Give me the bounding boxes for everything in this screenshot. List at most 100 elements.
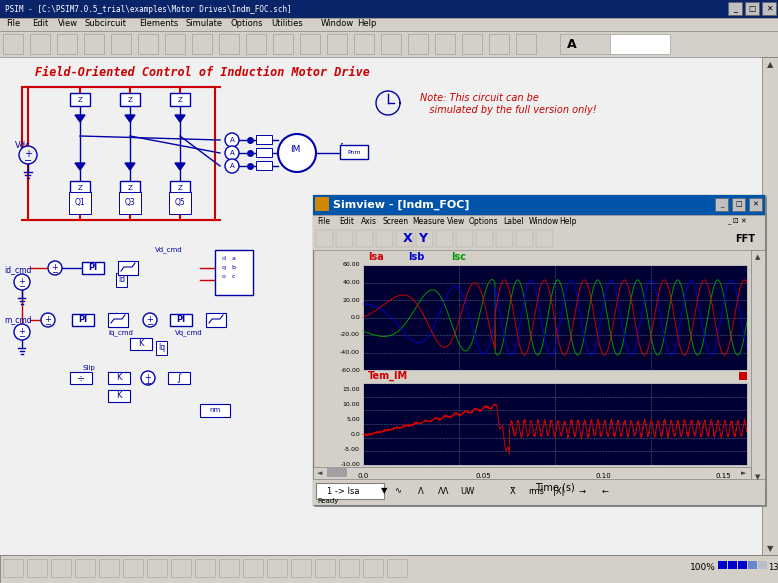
Text: -40.00: -40.00: [340, 350, 360, 355]
Text: ←: ←: [601, 486, 608, 496]
Text: Simulate: Simulate: [185, 19, 223, 29]
Bar: [75, 559, 95, 577]
Bar: [219, 559, 239, 577]
Text: Y: Y: [418, 233, 427, 245]
Text: K: K: [138, 339, 144, 349]
Text: Q3: Q3: [124, 198, 135, 208]
Text: A: A: [230, 137, 234, 143]
Bar: [111, 34, 131, 54]
Bar: [27, 559, 47, 577]
Bar: [206, 313, 226, 327]
Bar: [313, 195, 765, 215]
Text: FFT: FFT: [735, 234, 755, 244]
Bar: [70, 93, 90, 106]
Bar: [267, 559, 287, 577]
Bar: [315, 197, 767, 507]
Bar: [313, 467, 751, 479]
Text: 40.00: 40.00: [342, 280, 360, 285]
Bar: [376, 230, 393, 247]
Bar: [243, 559, 263, 577]
Bar: [70, 181, 90, 194]
Bar: [748, 561, 757, 569]
Text: Q5: Q5: [174, 198, 185, 208]
Polygon shape: [75, 163, 85, 170]
Text: Z: Z: [128, 184, 132, 191]
Polygon shape: [125, 163, 135, 170]
Text: 13s: 13s: [768, 563, 778, 571]
Text: 0.0: 0.0: [357, 473, 369, 479]
Text: +: +: [145, 373, 152, 381]
Bar: [327, 467, 347, 477]
Text: File: File: [317, 217, 330, 226]
Text: d   a: d a: [222, 257, 236, 262]
Text: 0.0: 0.0: [350, 432, 360, 437]
Text: Edit: Edit: [338, 217, 354, 226]
Bar: [256, 135, 272, 144]
Text: +: +: [19, 326, 26, 335]
Bar: [356, 230, 373, 247]
Bar: [516, 230, 533, 247]
Text: f: f: [340, 143, 343, 153]
Bar: [738, 561, 747, 569]
Bar: [476, 230, 493, 247]
Bar: [108, 313, 128, 327]
Bar: [219, 34, 239, 54]
Bar: [496, 230, 513, 247]
Bar: [381, 34, 401, 54]
Text: Ready: Ready: [317, 498, 338, 504]
Text: 0.15: 0.15: [715, 473, 731, 479]
Bar: [170, 314, 192, 326]
Text: id_cmd: id_cmd: [4, 265, 31, 275]
Text: _: _: [720, 202, 724, 208]
Text: 20.00: 20.00: [342, 297, 360, 303]
Bar: [0, 0, 778, 18]
Text: Vdc: Vdc: [15, 141, 31, 149]
Bar: [168, 372, 190, 384]
Text: A: A: [567, 37, 576, 51]
Text: Utilities: Utilities: [271, 19, 303, 29]
Bar: [165, 34, 185, 54]
Bar: [758, 561, 767, 569]
Text: Z: Z: [128, 97, 132, 103]
Bar: [436, 230, 453, 247]
Text: K: K: [116, 374, 121, 382]
Text: □: □: [748, 4, 755, 13]
Text: ▼: ▼: [755, 474, 761, 480]
Text: 0.0: 0.0: [350, 315, 360, 320]
Text: Z: Z: [177, 184, 182, 191]
Text: Iq_cmd: Iq_cmd: [108, 329, 133, 336]
Bar: [0, 31, 778, 57]
Bar: [456, 230, 473, 247]
Bar: [745, 2, 759, 15]
Text: Tem_IM: Tem_IM: [368, 371, 408, 381]
Bar: [3, 559, 23, 577]
Text: PI: PI: [177, 315, 186, 325]
Bar: [300, 34, 320, 54]
Text: o   c: o c: [222, 275, 236, 279]
Bar: [435, 34, 455, 54]
Circle shape: [48, 261, 62, 275]
Bar: [387, 559, 407, 577]
Text: ▲: ▲: [767, 61, 773, 69]
Bar: [120, 181, 140, 194]
Bar: [739, 372, 747, 380]
Text: Note: This circuit can be: Note: This circuit can be: [420, 93, 539, 103]
Text: ▼: ▼: [380, 486, 387, 496]
Text: 15.00: 15.00: [342, 387, 360, 392]
Text: A: A: [230, 163, 234, 169]
Bar: [170, 93, 190, 106]
Bar: [57, 34, 77, 54]
Text: Axis: Axis: [360, 217, 377, 226]
Text: ÷: ÷: [77, 373, 85, 383]
Bar: [147, 559, 167, 577]
Text: −: −: [24, 156, 32, 166]
Text: Field-Oriented Control of Induction Motor Drive: Field-Oriented Control of Induction Moto…: [35, 65, 370, 79]
Text: Simview - [Indm_FOC]: Simview - [Indm_FOC]: [333, 200, 469, 210]
Text: PI: PI: [79, 315, 88, 325]
Text: _ ⊡ ✕: _ ⊡ ✕: [727, 218, 747, 224]
Text: PSIM - [C:\PSIM7.0.5_trial\examples\Motor Drives\Indm_FOC.sch]: PSIM - [C:\PSIM7.0.5_trial\examples\Moto…: [5, 5, 292, 13]
Bar: [489, 34, 509, 54]
Text: q   b: q b: [222, 265, 236, 271]
Bar: [315, 559, 335, 577]
Text: X̄: X̄: [510, 486, 516, 496]
